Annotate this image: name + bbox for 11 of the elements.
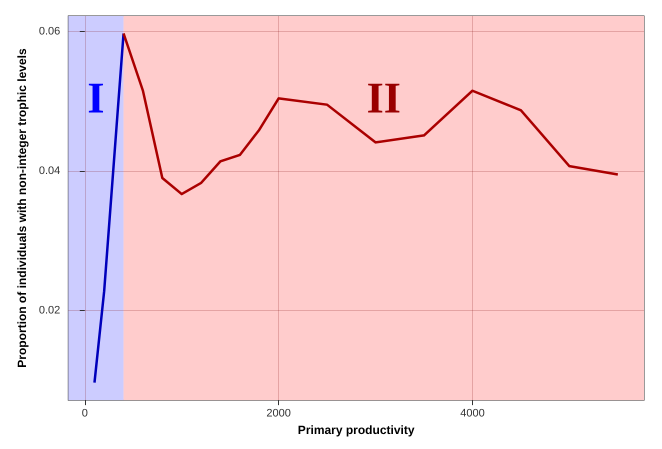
band-label: II [366,74,401,122]
band-label: I [87,74,104,122]
y-axis-title: Proportion of individuals with non-integer trophic levels [15,48,29,368]
x-tick-label: 4000 [460,408,485,420]
y-tick-label: 0.02 [38,304,60,317]
x-tick-label: 0 [82,408,88,420]
y-tick-label: 0.06 [38,25,60,38]
x-axis-title: Primary productivity [298,423,415,437]
line-series [122,32,620,196]
y-tick-label: 0.04 [38,165,60,178]
x-tick-label: 2000 [266,408,291,420]
